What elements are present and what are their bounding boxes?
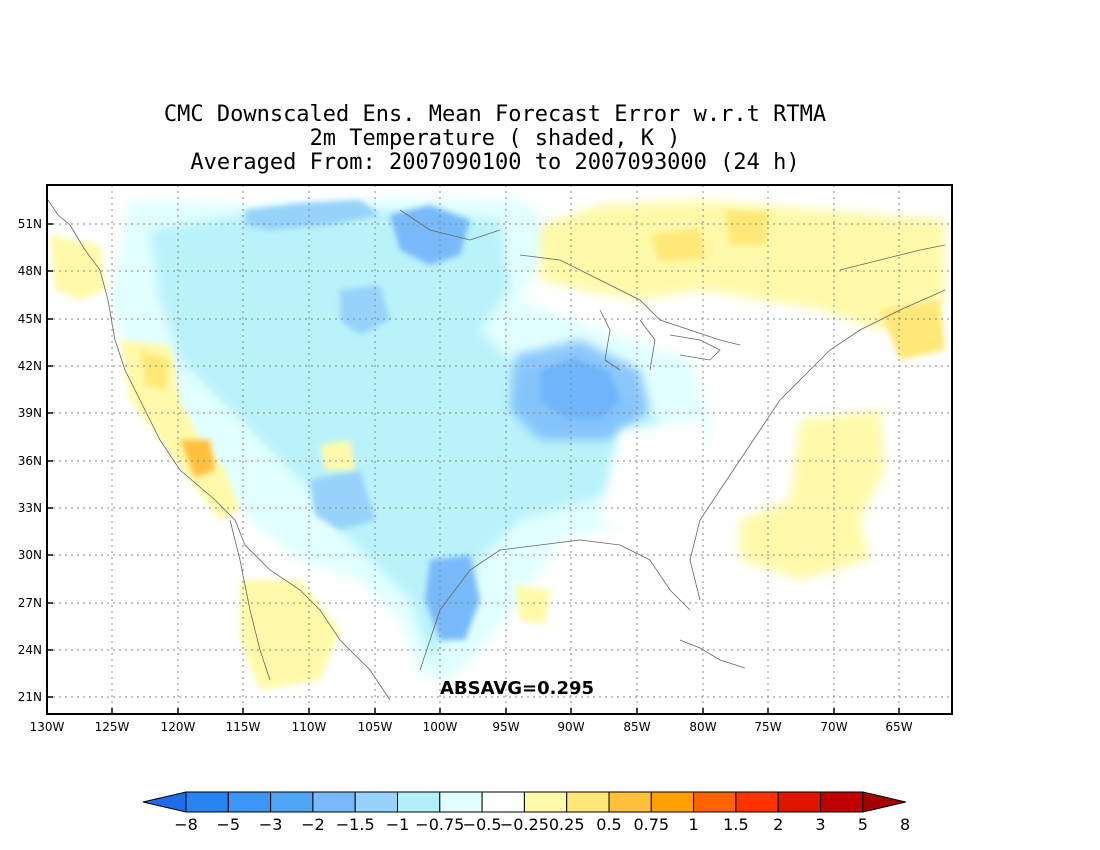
lon-tick-label: 75W [754, 720, 781, 734]
field-yellow-ne [880, 300, 945, 360]
colorbar-swatch [439, 791, 483, 813]
colorbar-label: 0.25 [549, 815, 585, 834]
colorbar-label: −0.5 [463, 815, 502, 834]
lon-tick-label: 65W [885, 720, 912, 734]
colorbar-arrow-right [862, 791, 906, 813]
lat-tick-label: 39N [18, 406, 42, 420]
field-blue-tx [425, 555, 480, 640]
field-blue-mt [340, 285, 390, 335]
lat-tick-label: 36N [18, 454, 42, 468]
colorbar-label: −1 [386, 815, 410, 834]
colorbar-label: 1 [689, 815, 699, 834]
colorbar-swatch [735, 791, 779, 813]
colorbar-label: 1.5 [723, 815, 748, 834]
colorbar-swatch [481, 791, 525, 813]
lon-tick-label: 120W [161, 720, 196, 734]
lon-tick-label: 95W [492, 720, 519, 734]
colorbar-swatch [354, 791, 399, 813]
field-blue-north [245, 200, 380, 230]
field-yellow-gulf [515, 585, 550, 625]
lat-tick-label: 33N [18, 501, 42, 515]
axis-ticks: 130W 125W 120W 115W 110W 105W 100W 95W 90W 85W 80W… [18, 217, 913, 734]
colorbar-label: −0.25 [500, 815, 549, 834]
colorbar-swatch [820, 791, 864, 813]
lon-tick-label: 100W [423, 720, 458, 734]
colorbar-swatch [523, 791, 568, 813]
coastlines [47, 199, 946, 701]
field-blue-lake [390, 205, 470, 265]
colorbar-swatch [312, 791, 356, 813]
colorbar-swatch [650, 791, 695, 813]
colorbar-label: 0.75 [633, 815, 669, 834]
colorbar: −8 −5 −3 −2 −1.5 −1 −0.75−0.5−0.25 0.25 0.5 0.75 1… [142, 791, 910, 834]
colorbar-swatch [608, 791, 652, 813]
title-line-3: Averaged From: 2007090100 to 2007093000 … [190, 150, 800, 175]
lat-tick-label: 42N [18, 359, 42, 373]
lon-tick-label: 105W [358, 720, 393, 734]
colorbar-label: 5 [858, 815, 868, 834]
field-orange-canada [650, 228, 705, 262]
lon-tick-label: 115W [226, 720, 261, 734]
colorbar-swatch [693, 791, 737, 813]
colorbar-label: 3 [815, 815, 825, 834]
lon-tick-label: 125W [95, 720, 130, 734]
colorbar-label: −5 [217, 815, 241, 834]
field-blue-sw [310, 470, 375, 530]
lat-tick-label: 27N [18, 596, 42, 610]
field-yellow-canada [540, 200, 945, 330]
title-line-1: CMC Downscaled Ens. Mean Forecast Error … [163, 102, 827, 127]
field-yellow-sw [320, 440, 355, 470]
lat-tick-label: 45N [18, 312, 42, 326]
colorbar-label: 8 [900, 815, 910, 834]
colorbar-swatch [566, 791, 610, 813]
colorbar-label: 2 [773, 815, 783, 834]
field-yellow-pnw [50, 235, 105, 300]
colorbar-swatch [397, 791, 441, 813]
lon-tick-label: 80W [689, 720, 716, 734]
lon-tick-label: 110W [292, 720, 327, 734]
lon-tick-label: 130W [30, 720, 65, 734]
colorbar-label: −3 [259, 815, 283, 834]
field-yellow-atlantic [740, 410, 885, 580]
colorbar-label: −1.5 [336, 815, 375, 834]
lon-tick-label: 90W [557, 720, 584, 734]
grid-lines [47, 185, 952, 714]
colorbar-swatch [270, 791, 314, 813]
colorbar-swatch [777, 791, 822, 813]
lon-tick-label: 70W [820, 720, 847, 734]
lat-tick-label: 21N [18, 690, 42, 704]
lat-tick-label: 30N [18, 548, 42, 562]
colorbar-swatch [185, 791, 229, 813]
colorbar-label: −8 [174, 815, 198, 834]
field-orange-nv [180, 440, 215, 478]
colorbar-label: −0.75 [415, 815, 464, 834]
field-orange-ca [140, 350, 170, 390]
lat-tick-label: 24N [18, 643, 42, 657]
field-orange-canada-2 [725, 210, 770, 245]
lon-tick-label: 85W [623, 720, 650, 734]
colorbar-arrow-left [142, 791, 187, 813]
plot-frame [46, 184, 953, 715]
colorbar-swatch [227, 791, 272, 813]
colorbar-label: 0.5 [596, 815, 621, 834]
field-yellow-baja [240, 580, 340, 690]
lat-tick-label: 48N [18, 264, 42, 278]
field-blue-mo-outer [510, 340, 650, 440]
absavg-annotation: ABSAVG=0.295 [440, 678, 594, 699]
field-white-east [600, 420, 720, 540]
title-line-2: 2m Temperature ( shaded, K ) [309, 126, 681, 151]
colorbar-label: −2 [301, 815, 325, 834]
shaded-field [47, 185, 952, 714]
field-cyan-2 [150, 210, 660, 660]
lat-tick-label: 51N [18, 217, 42, 231]
